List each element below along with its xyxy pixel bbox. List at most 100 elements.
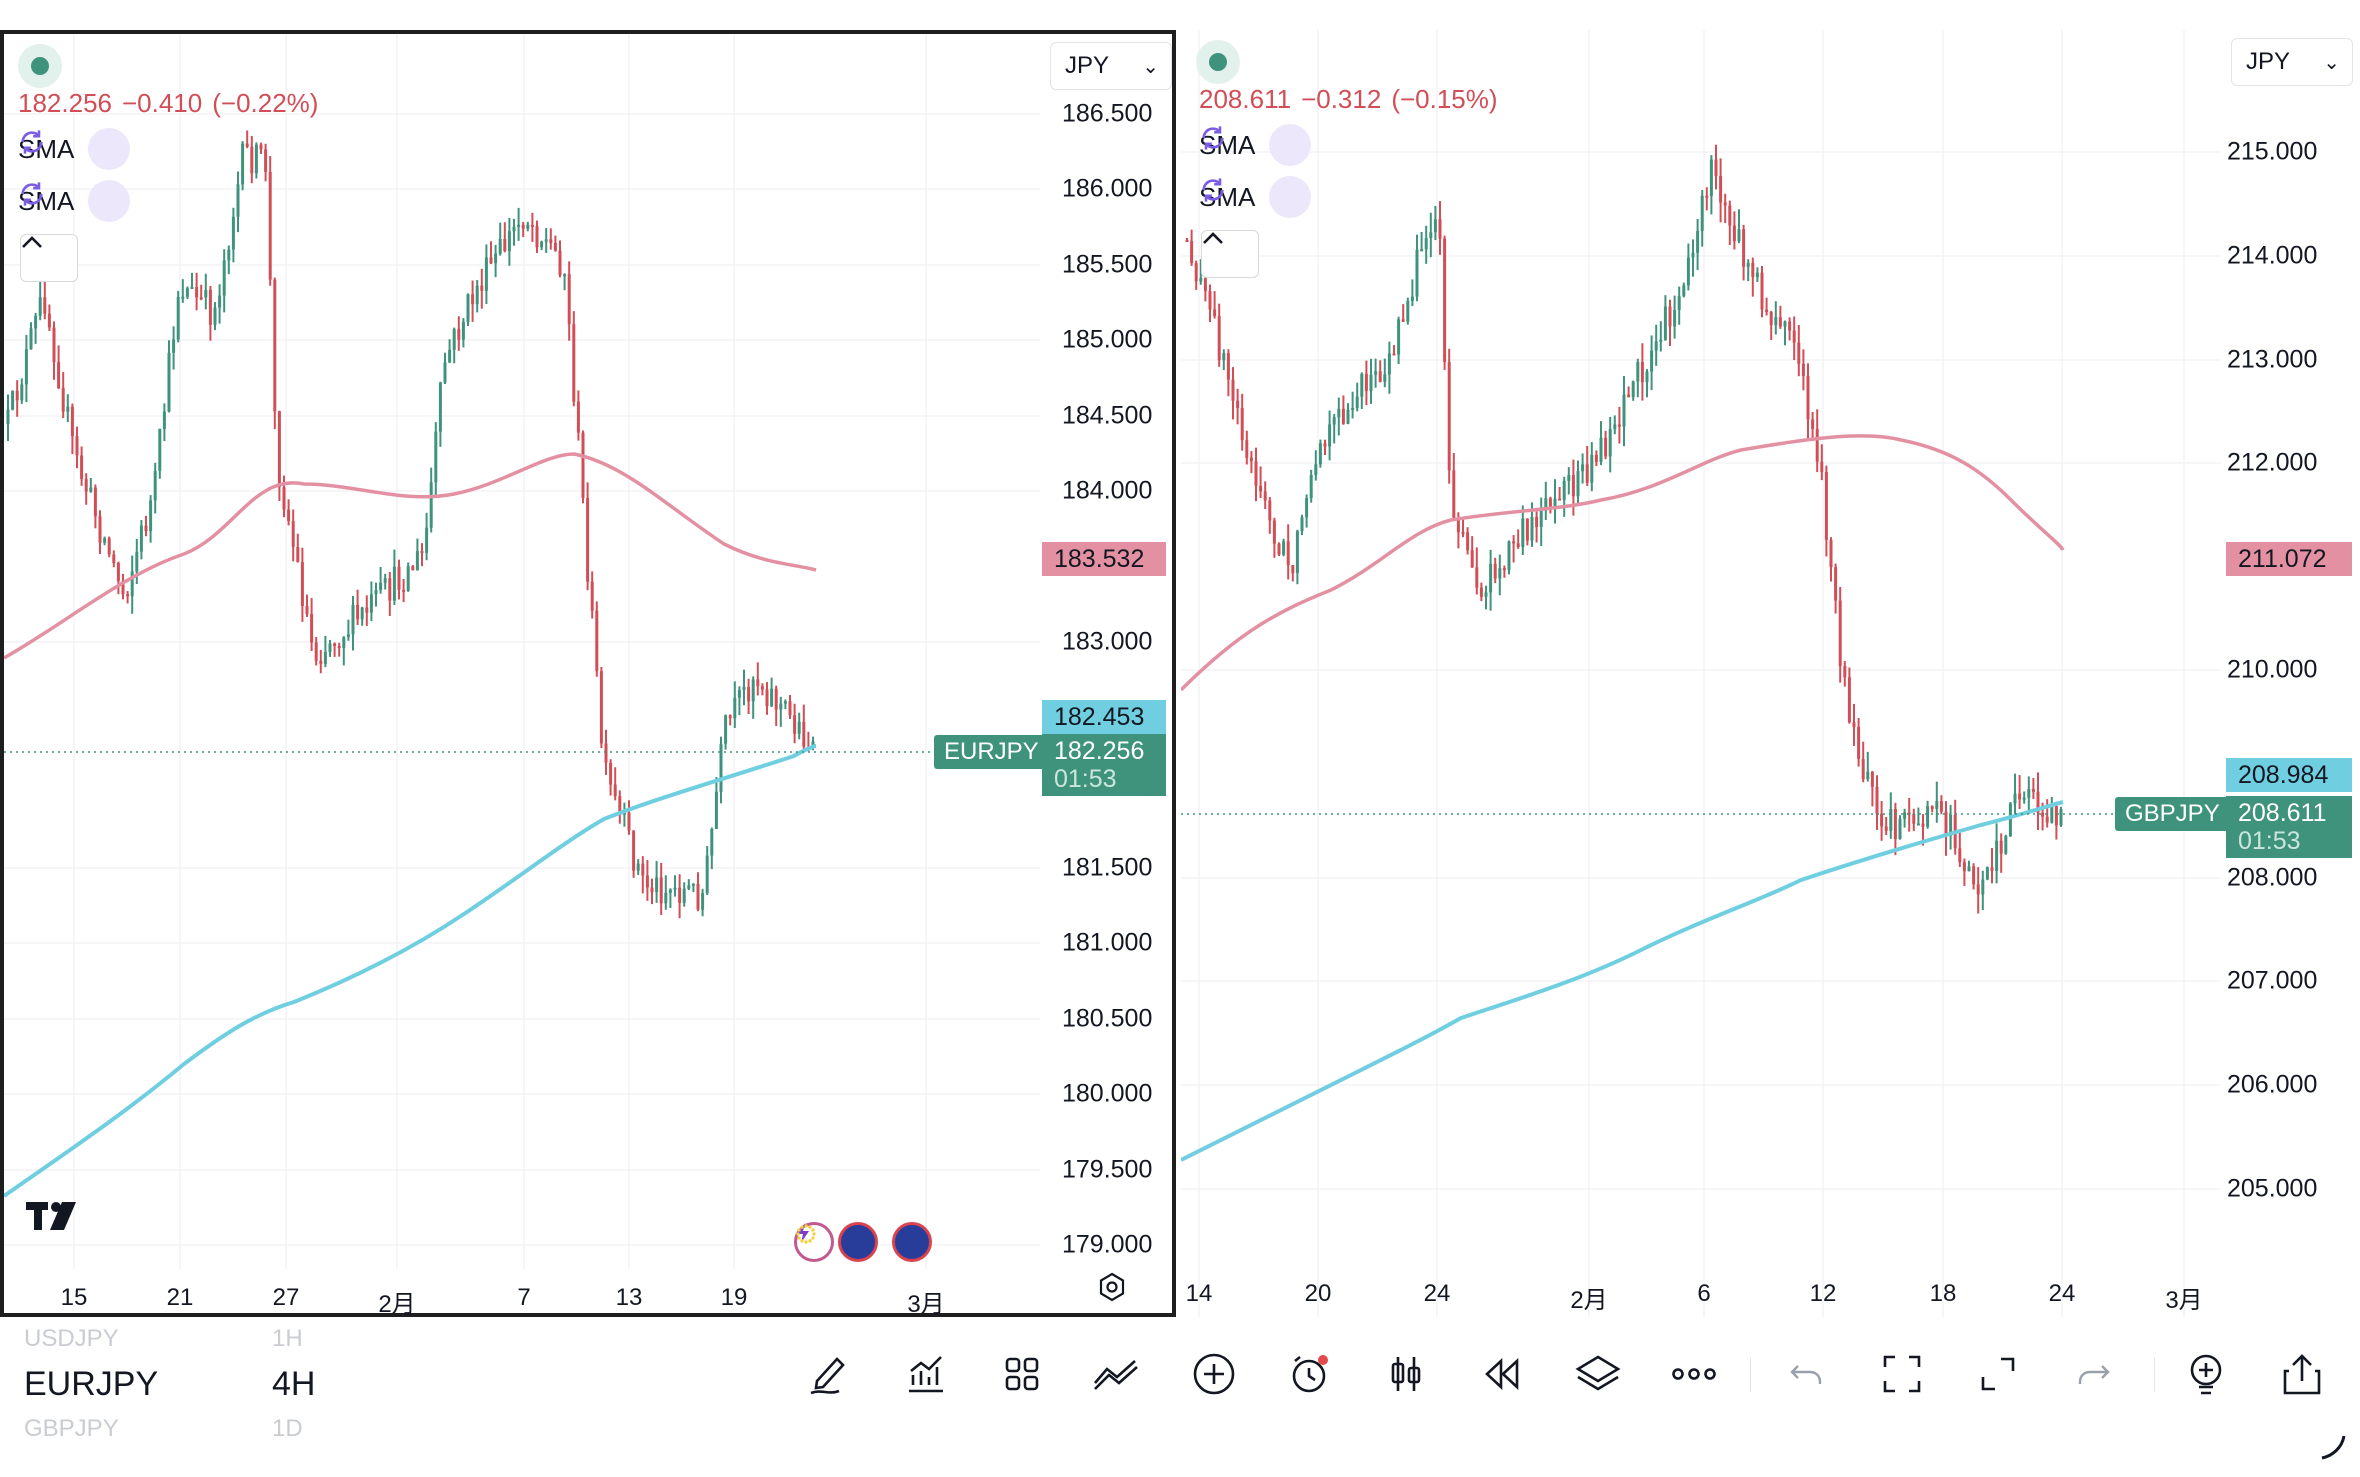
candle bbox=[1406, 297, 1410, 325]
sma-slow-value-tag: 183.532 bbox=[1042, 542, 1166, 576]
candle bbox=[2027, 776, 2031, 815]
indicator-row-sma-1[interactable]: SMA bbox=[1199, 124, 1312, 166]
candle bbox=[1525, 518, 1529, 546]
resize-handle-icon[interactable] bbox=[2318, 1432, 2348, 1462]
layers-icon[interactable] bbox=[1572, 1348, 1624, 1400]
collapse-legend-button[interactable] bbox=[1201, 230, 1259, 278]
symbol-item-active[interactable]: EURJPY 4H bbox=[24, 1360, 315, 1408]
price-axis-label: 207.000 bbox=[2227, 966, 2318, 995]
symbol-item[interactable]: USDJPY 1H bbox=[24, 1318, 315, 1360]
ideas-icon[interactable] bbox=[2180, 1348, 2232, 1400]
time-axis-label: 13 bbox=[615, 1284, 643, 1311]
candle bbox=[507, 217, 511, 266]
eu-flag-event-icon[interactable] bbox=[796, 1222, 878, 1262]
candle bbox=[797, 712, 801, 740]
chart-panel-gbpjpy[interactable]: 208.611 −0.312 (−0.15%) SMA SMA JPY ⌄ 215.0… bbox=[1181, 30, 2360, 1317]
candle bbox=[1953, 799, 1957, 855]
gbpjpy-chart-canvas[interactable] bbox=[1181, 30, 2360, 1317]
indicators-icon[interactable] bbox=[900, 1348, 952, 1400]
eu-flag-event-icon[interactable] bbox=[796, 1222, 932, 1262]
currency-select[interactable]: JPY ⌄ bbox=[1050, 42, 1172, 90]
price-axis-label: 186.500 bbox=[1062, 99, 1153, 128]
price-axis-label: 205.000 bbox=[2227, 1174, 2318, 1203]
share-icon[interactable] bbox=[2276, 1348, 2328, 1400]
indicator-row-sma-2[interactable]: SMA bbox=[1199, 176, 1312, 218]
currency-select[interactable]: JPY ⌄ bbox=[2231, 38, 2353, 86]
price-change: −0.312 bbox=[1301, 84, 1382, 114]
candle bbox=[397, 559, 401, 600]
candle bbox=[1999, 833, 2003, 873]
alert-icon[interactable] bbox=[1284, 1348, 1336, 1400]
candle bbox=[438, 381, 442, 447]
chart-panel-eurjpy[interactable]: 182.256 −0.410 (−0.22%) SMA SMA JPY ⌄ 186.5… bbox=[0, 30, 1176, 1318]
candle bbox=[374, 582, 378, 607]
economic-events[interactable] bbox=[794, 1222, 932, 1262]
sync-icon[interactable] bbox=[21, 180, 131, 222]
candle bbox=[328, 639, 332, 657]
sync-icon[interactable] bbox=[1202, 176, 1312, 218]
candle bbox=[2018, 775, 2022, 809]
symbol-item[interactable]: GBPJPY 1D bbox=[24, 1408, 315, 1450]
market-status-icon bbox=[18, 44, 62, 88]
undo-icon[interactable] bbox=[1780, 1348, 1832, 1400]
bar-style-icon[interactable] bbox=[1380, 1348, 1432, 1400]
candle bbox=[613, 767, 617, 801]
candle bbox=[1466, 527, 1470, 555]
symbol-interval: 1H bbox=[272, 1325, 303, 1352]
candle bbox=[75, 426, 79, 469]
expand-icon[interactable] bbox=[1972, 1348, 2024, 1400]
sync-icon[interactable] bbox=[21, 128, 131, 170]
current-price-tag: 182.256 01:53 bbox=[1042, 734, 1166, 796]
candle bbox=[641, 856, 645, 894]
candle bbox=[1857, 717, 1861, 767]
candle bbox=[1792, 316, 1796, 361]
candle bbox=[1507, 540, 1511, 575]
gridlines bbox=[1181, 30, 2221, 1317]
fullscreen-icon[interactable] bbox=[1876, 1348, 1928, 1400]
candle bbox=[1705, 187, 1709, 211]
candle bbox=[411, 565, 415, 571]
collapse-legend-button[interactable] bbox=[20, 234, 78, 282]
last-price: 182.256 bbox=[18, 88, 112, 118]
add-icon[interactable] bbox=[1188, 1348, 1240, 1400]
indicator-row-sma-2[interactable]: SMA bbox=[18, 180, 131, 222]
candle bbox=[618, 790, 622, 824]
candle bbox=[66, 394, 70, 423]
candle bbox=[724, 714, 728, 750]
indicator-row-sma-1[interactable]: SMA bbox=[18, 128, 131, 170]
candle bbox=[1300, 514, 1304, 536]
redo-icon[interactable] bbox=[2068, 1348, 2120, 1400]
drawing-tools-icon[interactable] bbox=[804, 1348, 856, 1400]
candle bbox=[356, 589, 360, 626]
more-icon[interactable] bbox=[1668, 1348, 1720, 1400]
candle bbox=[1650, 335, 1654, 391]
candle bbox=[576, 390, 580, 441]
replay-icon[interactable] bbox=[1476, 1348, 1528, 1400]
symbol-switcher[interactable]: USDJPY 1H EURJPY 4H GBPJPY 1D bbox=[24, 1318, 315, 1450]
candle bbox=[1893, 802, 1897, 856]
candle bbox=[1737, 209, 1741, 244]
candle bbox=[429, 467, 433, 533]
candle bbox=[1410, 279, 1414, 307]
candle bbox=[751, 676, 755, 719]
candle bbox=[1489, 549, 1493, 611]
time-axis-label: 27 bbox=[272, 1284, 300, 1311]
candle bbox=[475, 280, 479, 313]
lightning-event-icon[interactable] bbox=[794, 1222, 834, 1262]
candle bbox=[1829, 537, 1833, 582]
time-axis-label: 3月 bbox=[907, 1291, 945, 1318]
candle bbox=[2022, 791, 2026, 804]
price-axis-label: 214.000 bbox=[2227, 241, 2318, 270]
candle bbox=[1820, 444, 1824, 481]
candle bbox=[1898, 815, 1902, 840]
candle bbox=[24, 334, 28, 403]
layouts-icon[interactable] bbox=[996, 1348, 1048, 1400]
candle bbox=[659, 862, 663, 915]
candle bbox=[1295, 529, 1299, 585]
compare-icon[interactable] bbox=[1090, 1348, 1142, 1400]
eurjpy-chart-canvas[interactable] bbox=[4, 34, 1172, 1313]
candle bbox=[558, 240, 562, 278]
candle bbox=[2059, 806, 2063, 827]
sync-icon[interactable] bbox=[1202, 124, 1312, 166]
candle bbox=[1755, 267, 1759, 283]
